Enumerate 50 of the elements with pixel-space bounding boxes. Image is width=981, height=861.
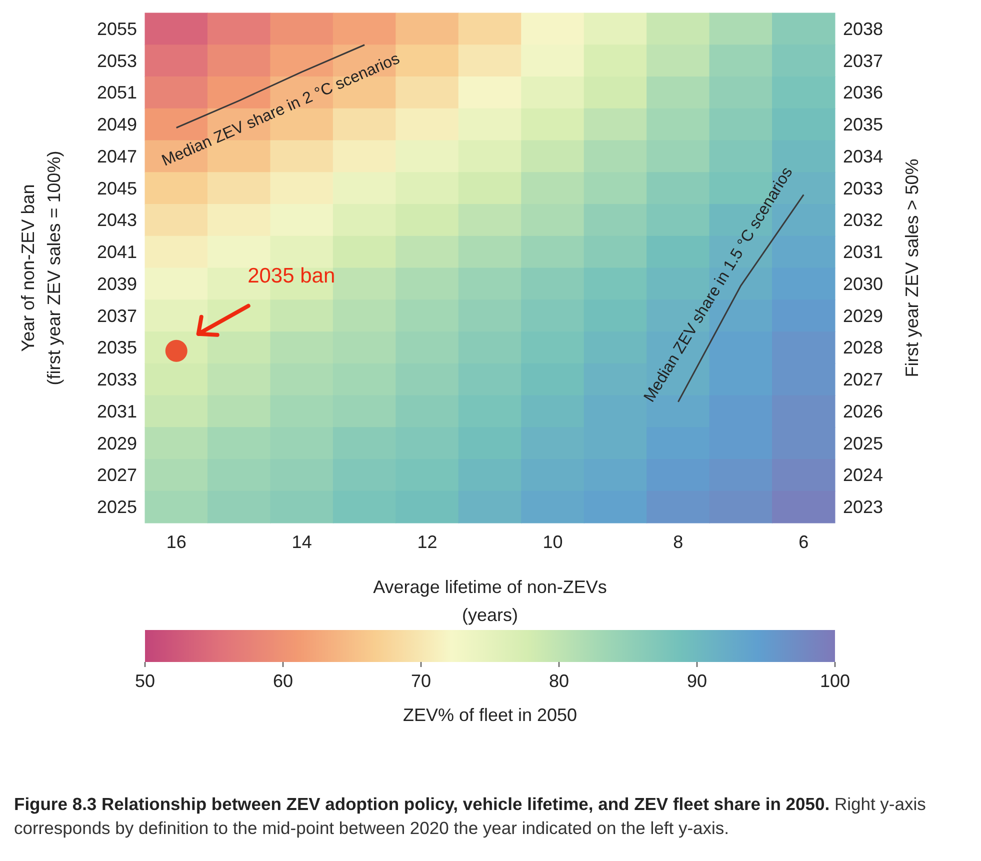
- y2-tick-label: 2038: [843, 18, 884, 39]
- y2-tick-label: 2028: [843, 338, 884, 358]
- y2-tick-label: 2037: [843, 50, 884, 71]
- annotation: 2035 ban: [248, 264, 336, 288]
- y-tick-label: 2053: [96, 50, 137, 71]
- x-tick-label: 10: [542, 532, 563, 552]
- color-bar-title: ZEV% of fleet in 2050: [402, 705, 578, 725]
- x-tick-label: 12: [417, 532, 438, 552]
- y2-tick-label: 2029: [843, 306, 884, 326]
- y2-tick-label: 2023: [843, 497, 884, 518]
- y2-tick-label: 2027: [843, 370, 884, 390]
- y2-tick-label: 2026: [843, 401, 884, 422]
- color-bar-label: 60: [272, 671, 294, 691]
- y-tick-label: 2049: [96, 114, 137, 135]
- x-axis-title: Average lifetime of non-ZEVs (years): [373, 577, 607, 625]
- x-tick-label: 14: [292, 532, 312, 552]
- y-tick-label: 2029: [96, 433, 137, 454]
- y2-tick-label: 2036: [843, 82, 884, 103]
- y-tick-label: 2037: [96, 306, 137, 326]
- y-tick-label: 2025: [96, 497, 137, 518]
- color-bar-label: 50: [134, 671, 156, 691]
- y2-tick-label: 2025: [843, 433, 884, 454]
- y2-tick-label: 2033: [843, 178, 884, 198]
- y-tick-label: 2035: [96, 338, 137, 358]
- y-tick-label: 2033: [96, 370, 137, 390]
- color-bar-label: 70: [410, 671, 432, 691]
- y-tick-label: 2047: [96, 146, 137, 166]
- color-bar-label: 90: [686, 671, 708, 691]
- y-tick-label: 2051: [96, 82, 137, 103]
- y2-tick-label: 2035: [843, 114, 884, 135]
- y-tick-label: 2039: [96, 274, 137, 294]
- y2-tick-label: 2030: [843, 274, 884, 294]
- y2-tick-label: 2024: [843, 465, 884, 486]
- y-tick-label: 2027: [96, 465, 137, 486]
- y2-tick-label: 2031: [843, 242, 884, 262]
- text: Figure 8.3 Relationship between ZEV adoption policy, vehicle lifetime, and ZEV fleet share in 2050.: [14, 794, 830, 814]
- y2-tick-label: 2032: [843, 210, 884, 230]
- x-tick-label: 6: [798, 532, 809, 552]
- y-tick-label: 2041: [96, 242, 137, 262]
- y-tick-label: 2031: [96, 401, 137, 422]
- y-tick-label: 2055: [96, 18, 137, 39]
- y-axis-title: Year of non-ZEV ban (first year ZEV sales = 100%): [18, 150, 64, 386]
- color-bar-label: 80: [548, 671, 570, 691]
- y2-tick-label: 2034: [843, 146, 884, 166]
- x-tick-label: 16: [166, 532, 186, 552]
- color-bar-label: 100: [820, 671, 850, 691]
- y2-axis-title: First year ZEV sales > 50%: [902, 158, 922, 378]
- y-tick-label: 2043: [96, 210, 137, 230]
- y-tick-label: 2045: [96, 178, 137, 198]
- x-tick-label: 8: [673, 532, 684, 552]
